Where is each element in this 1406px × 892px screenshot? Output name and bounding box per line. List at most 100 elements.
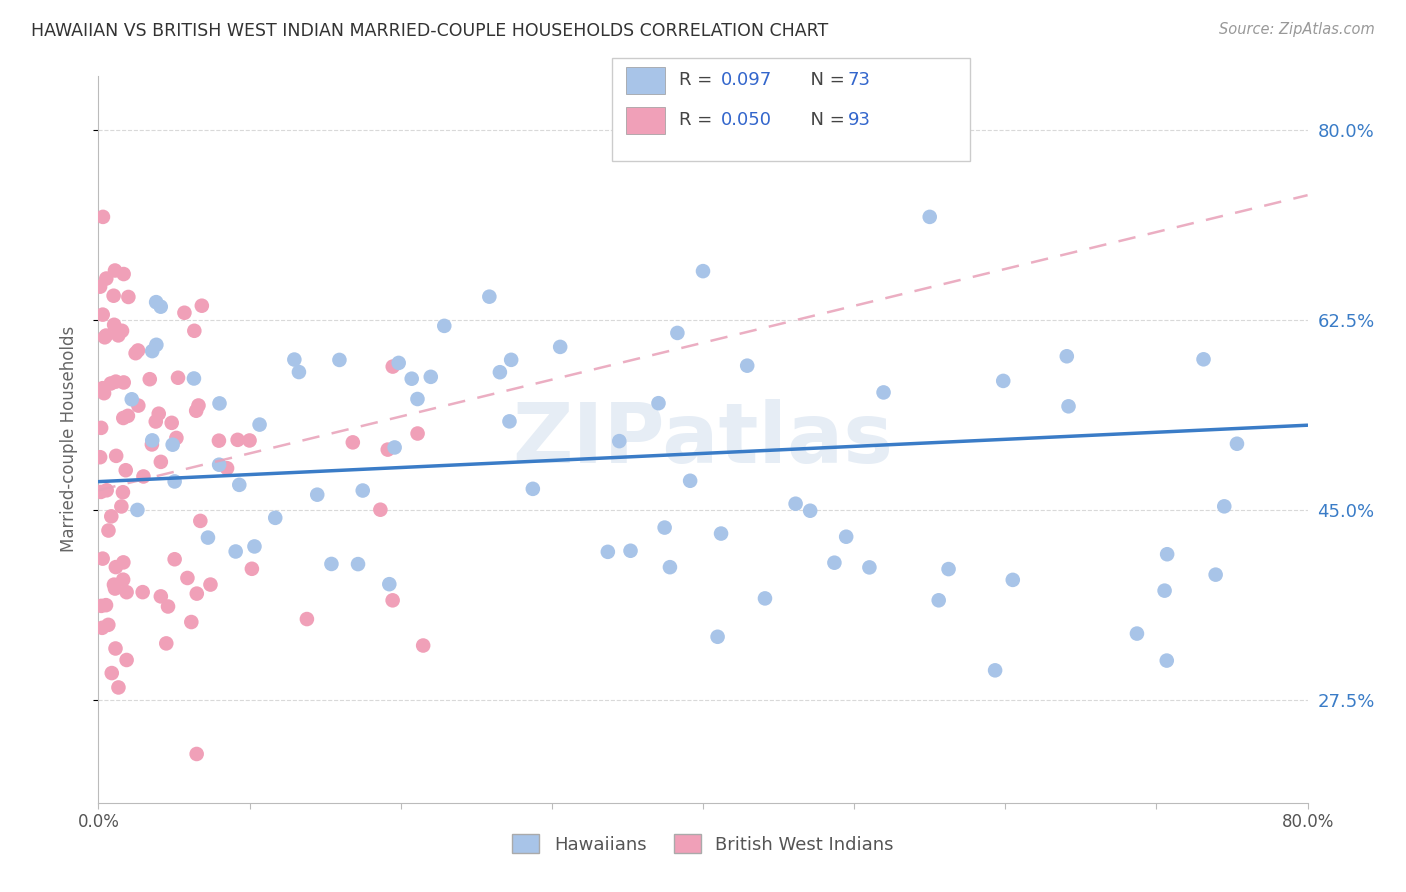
Point <box>145 415 167 429</box>
Point <box>90 599 112 613</box>
Point <box>167 370 190 384</box>
Point <box>110 500 132 514</box>
Point <box>706 630 728 644</box>
Point <box>607 434 630 449</box>
Point <box>1226 436 1249 450</box>
Point <box>89 279 111 293</box>
Point <box>433 318 456 333</box>
Point <box>91 551 114 566</box>
Point <box>141 434 163 448</box>
Point <box>163 552 186 566</box>
Point <box>381 593 404 607</box>
Point <box>666 326 689 340</box>
Point <box>370 502 392 516</box>
Point <box>378 577 401 591</box>
Point <box>321 557 343 571</box>
Point <box>406 426 429 441</box>
Point <box>94 598 117 612</box>
Point <box>97 618 120 632</box>
Point <box>162 438 184 452</box>
Point <box>108 325 131 339</box>
Point <box>243 540 266 554</box>
Point <box>112 376 135 390</box>
Y-axis label: Married-couple Households: Married-couple Households <box>59 326 77 552</box>
Point <box>165 431 187 445</box>
Point <box>295 612 318 626</box>
Point <box>115 653 138 667</box>
Point <box>522 482 544 496</box>
Point <box>928 593 950 607</box>
Point <box>984 663 1007 677</box>
Point <box>139 372 162 386</box>
Point <box>489 365 512 379</box>
Point <box>93 330 115 344</box>
Point <box>141 437 163 451</box>
Point <box>107 328 129 343</box>
Point <box>754 591 776 606</box>
Point <box>160 416 183 430</box>
Text: R =: R = <box>679 112 718 129</box>
Point <box>180 615 202 629</box>
Point <box>127 503 149 517</box>
Point <box>121 392 143 407</box>
Text: 93: 93 <box>848 112 870 129</box>
Point <box>226 433 249 447</box>
Point <box>1213 500 1236 514</box>
Point <box>186 747 208 761</box>
Point <box>264 511 287 525</box>
Point <box>103 577 125 591</box>
Point <box>115 585 138 599</box>
Point <box>858 560 880 574</box>
Point <box>112 267 135 281</box>
Point <box>1205 567 1227 582</box>
Point <box>1056 349 1078 363</box>
Point <box>217 461 239 475</box>
Point <box>104 582 127 596</box>
Text: 0.097: 0.097 <box>721 71 772 89</box>
Point <box>187 399 209 413</box>
Text: 0.050: 0.050 <box>721 112 772 129</box>
Point <box>112 555 135 569</box>
Point <box>114 463 136 477</box>
Text: 73: 73 <box>848 71 870 89</box>
Point <box>176 571 198 585</box>
Point <box>100 509 122 524</box>
Point <box>412 639 434 653</box>
Point <box>619 543 641 558</box>
Point <box>200 577 222 591</box>
Point <box>124 346 146 360</box>
Point <box>148 407 170 421</box>
Point <box>1192 352 1215 367</box>
Point <box>419 369 441 384</box>
Point <box>679 474 702 488</box>
Point <box>283 352 305 367</box>
Point <box>111 485 134 500</box>
Point <box>710 526 733 541</box>
Point <box>186 586 208 600</box>
Point <box>208 434 231 448</box>
Point <box>478 290 501 304</box>
Point <box>91 621 114 635</box>
Point <box>163 475 186 489</box>
Point <box>112 573 135 587</box>
Point <box>97 524 120 538</box>
Point <box>288 365 311 379</box>
Legend: Hawaiians, British West Indians: Hawaiians, British West Indians <box>503 825 903 863</box>
Point <box>208 396 231 410</box>
Point <box>94 328 117 343</box>
Point <box>104 560 127 574</box>
Point <box>208 458 231 472</box>
Point <box>498 414 520 428</box>
Point <box>127 343 149 358</box>
Point <box>117 409 139 423</box>
Point <box>735 359 758 373</box>
Point <box>823 556 845 570</box>
Point <box>104 641 127 656</box>
Point <box>183 324 205 338</box>
Point <box>145 338 167 352</box>
Point <box>238 434 260 448</box>
Point <box>93 386 115 401</box>
Point <box>132 469 155 483</box>
Text: Source: ZipAtlas.com: Source: ZipAtlas.com <box>1219 22 1375 37</box>
Point <box>173 306 195 320</box>
